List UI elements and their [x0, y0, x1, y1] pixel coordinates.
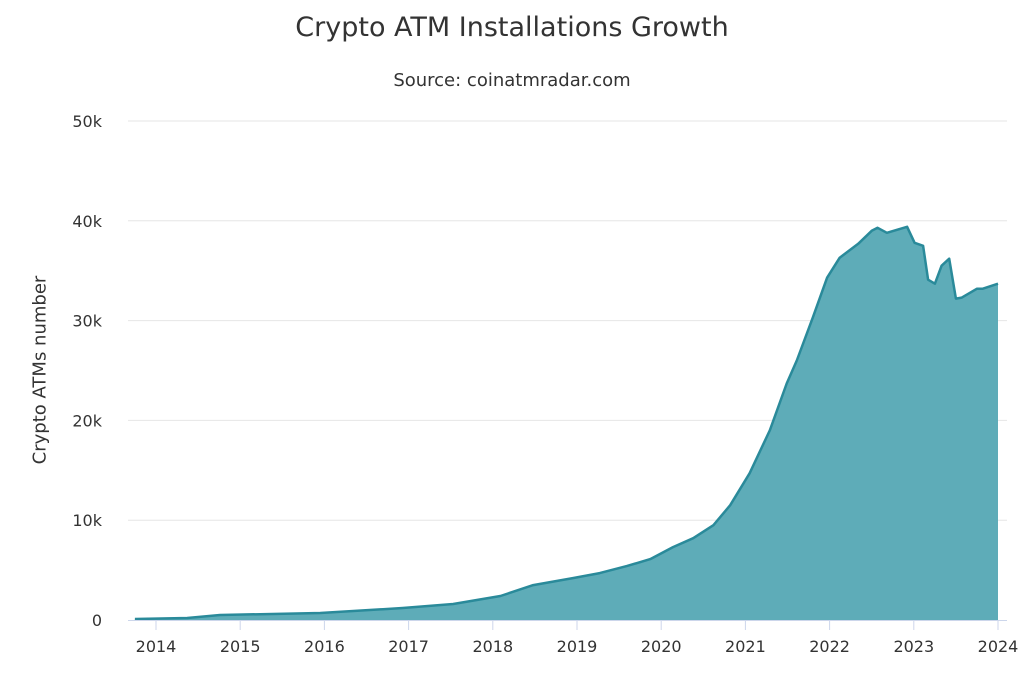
y-tick-label: 30k	[72, 312, 102, 331]
x-tick-label: 2021	[725, 637, 766, 656]
x-tick-label: 2023	[893, 637, 934, 656]
y-tick-label: 50k	[72, 112, 102, 131]
x-tick-label: 2024	[978, 637, 1019, 656]
chart-title: Crypto ATM Installations Growth	[295, 12, 729, 43]
x-tick-label: 2022	[809, 637, 850, 656]
y-tick-label: 0	[92, 611, 102, 630]
x-tick-label: 2015	[220, 637, 261, 656]
x-tick-label: 2014	[136, 637, 177, 656]
x-tick-label: 2020	[641, 637, 682, 656]
x-axis-ticks: 2014 2015 2016 2017 2018 2019 2020 2021 2022 2023…	[136, 620, 1019, 656]
x-tick-label: 2017	[388, 637, 429, 656]
y-tick-label: 20k	[72, 411, 102, 430]
y-tick-label: 40k	[72, 212, 102, 231]
x-tick-label: 2016	[304, 637, 345, 656]
area-fill	[134, 226, 998, 621]
series-line	[134, 225, 999, 621]
y-tick-label: 10k	[72, 511, 102, 530]
chart-subtitle: Source: coinatmradar.com	[393, 70, 631, 91]
x-tick-label: 2019	[557, 637, 598, 656]
x-tick-label: 2018	[472, 637, 513, 656]
y-axis-ticks: 0 10k 20k 30k 40k 50k	[72, 112, 102, 630]
